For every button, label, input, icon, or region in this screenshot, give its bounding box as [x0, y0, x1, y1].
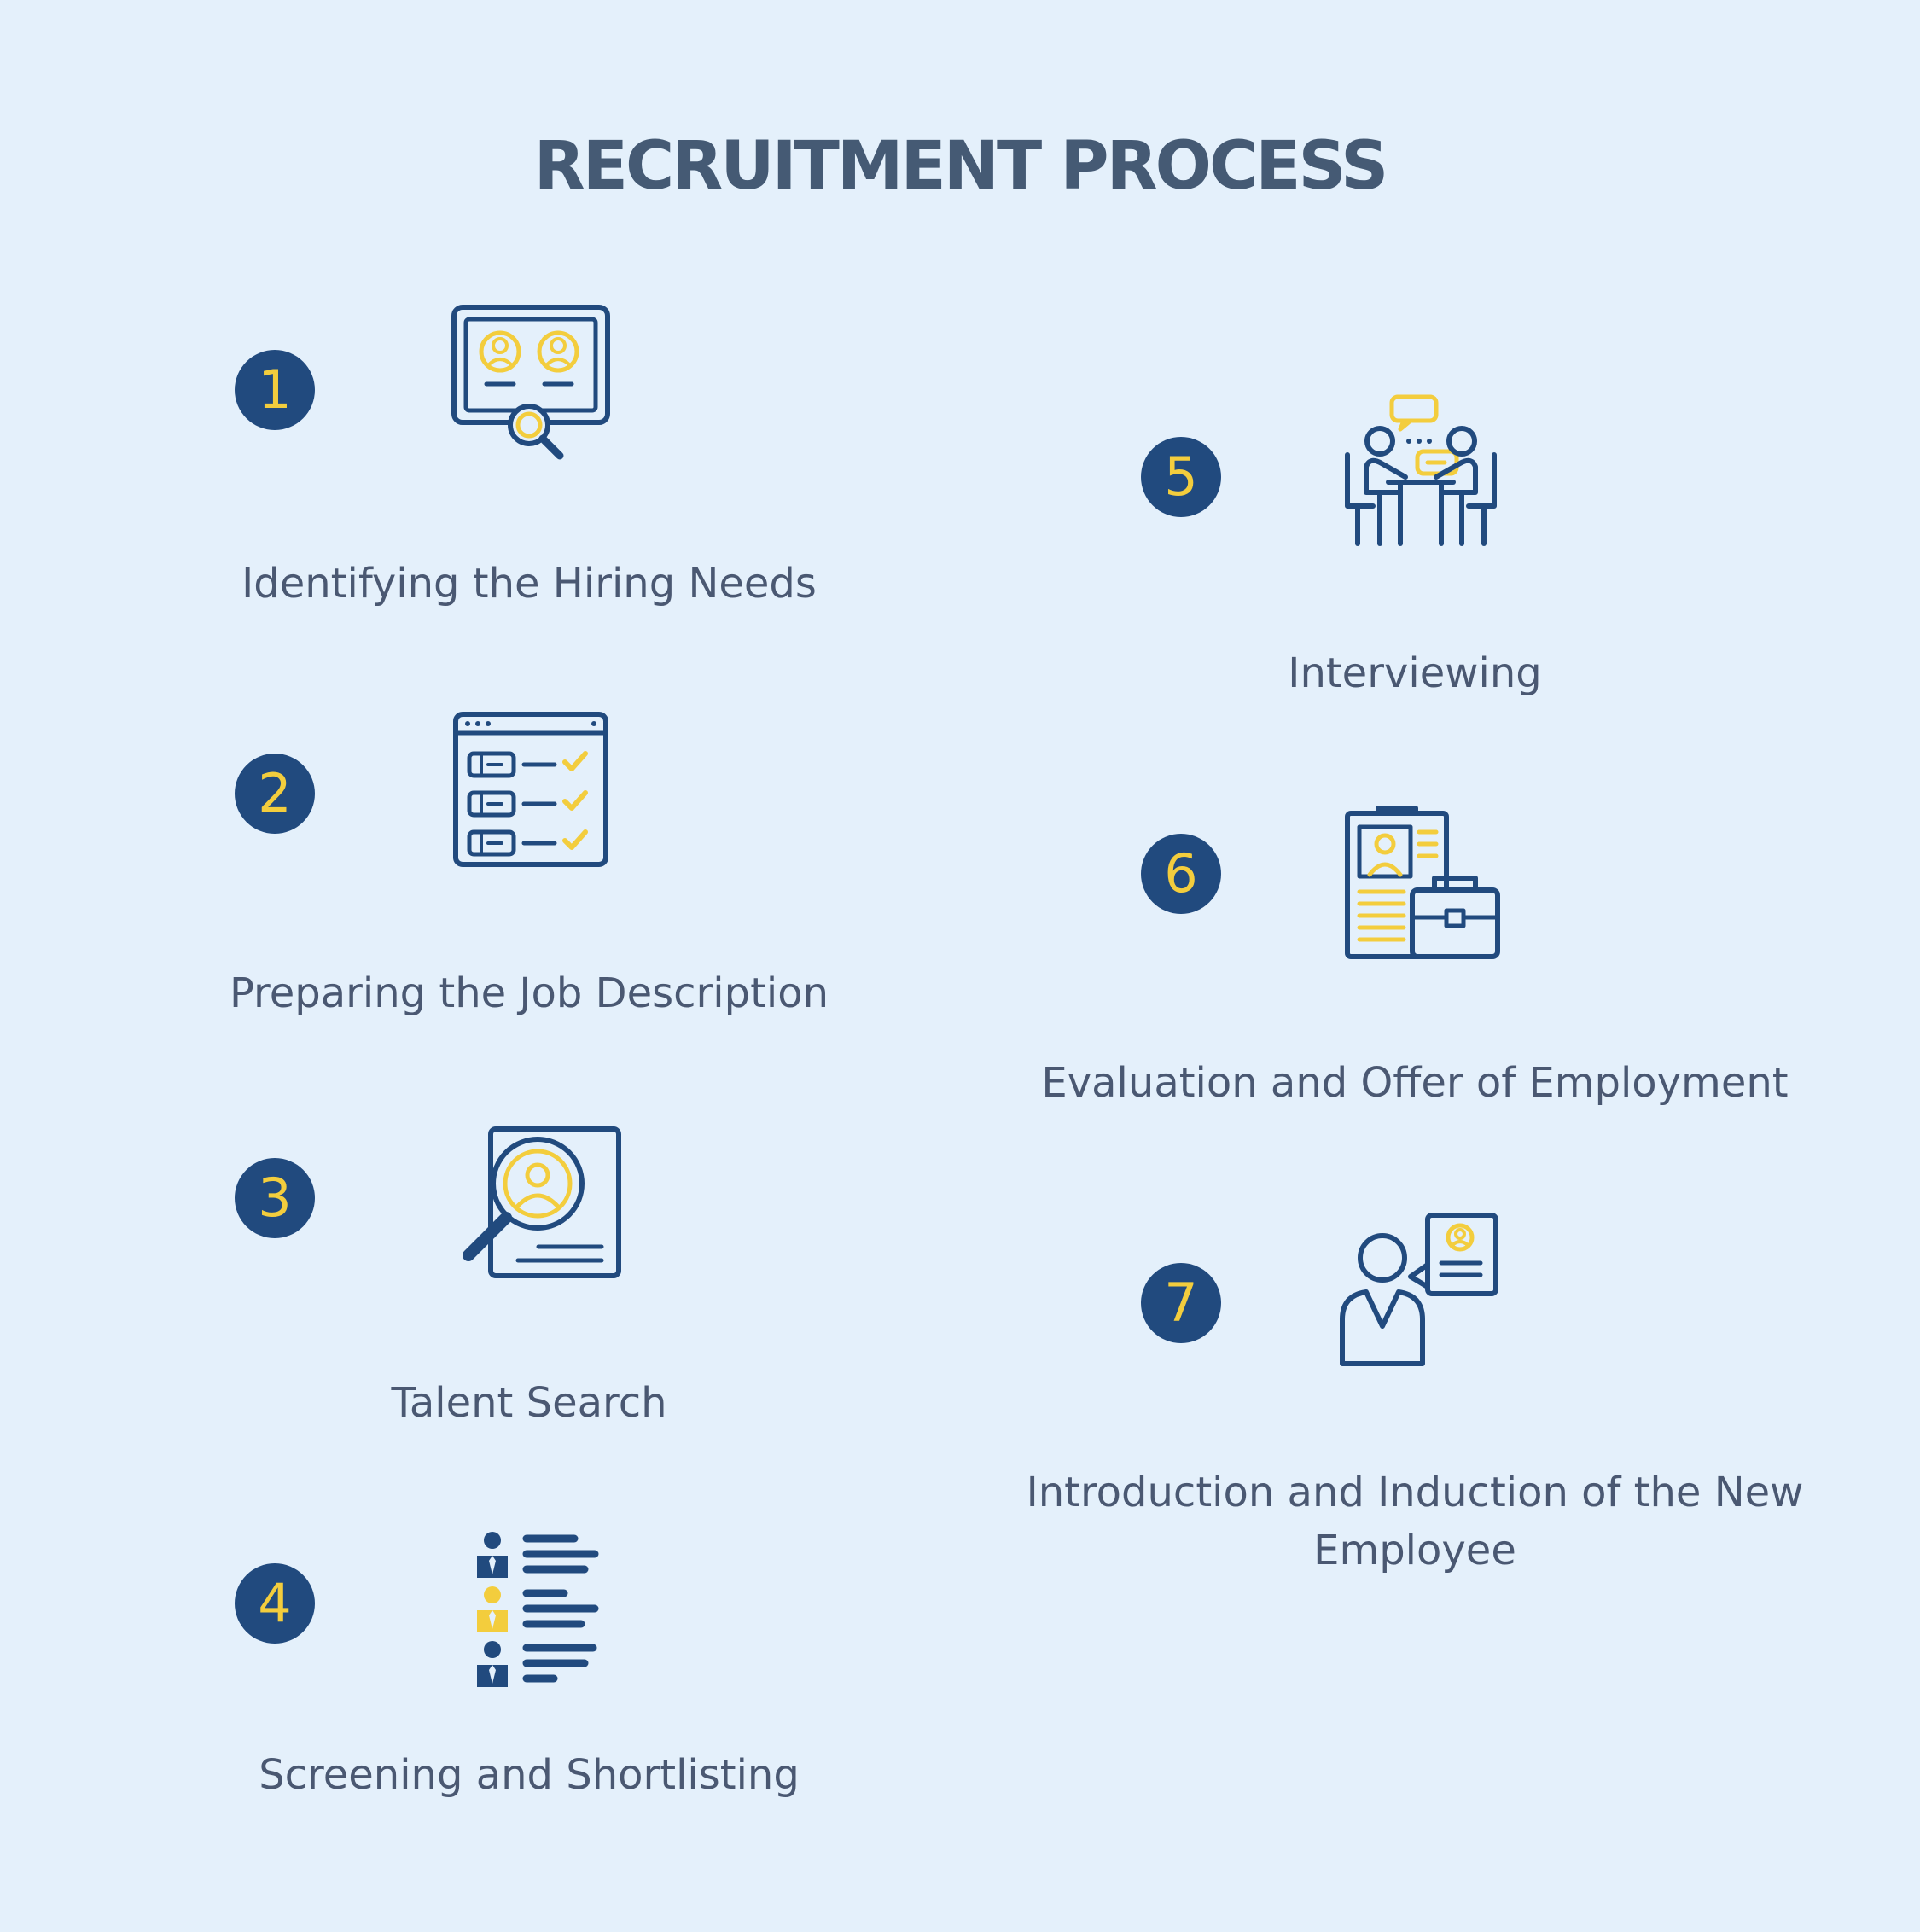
- step-label: Identifying the Hiring Needs: [241, 560, 817, 608]
- step-label: Preparing the Job Description: [229, 969, 829, 1017]
- new-employee-icon: [1335, 1212, 1506, 1382]
- step-number-badge: 1: [235, 350, 315, 430]
- candidate-search-icon: [445, 299, 616, 469]
- step-number-badge: 2: [235, 754, 315, 834]
- step-label: Talent Search: [391, 1379, 667, 1427]
- step-label: Screening and Shortlisting: [259, 1751, 800, 1799]
- profile-search-icon: [457, 1122, 627, 1293]
- step-number-badge: 4: [235, 1563, 315, 1644]
- interview-icon: [1335, 388, 1506, 559]
- step-number-badge: 3: [235, 1158, 315, 1238]
- step-number-badge: 7: [1141, 1263, 1221, 1343]
- step-number-badge: 5: [1141, 437, 1221, 517]
- job-offer-icon: [1335, 798, 1506, 969]
- page-title: RECRUITMENT PROCESS: [533, 128, 1389, 205]
- candidate-list-icon: [465, 1522, 636, 1692]
- step-number-badge: 6: [1141, 834, 1221, 914]
- step-label: Introduction and Induction of the New Em…: [1026, 1469, 1804, 1574]
- checklist-icon: [445, 704, 616, 875]
- step-label: Interviewing: [1288, 649, 1542, 697]
- step-label: Evaluation and Offer of Employment: [1041, 1059, 1789, 1107]
